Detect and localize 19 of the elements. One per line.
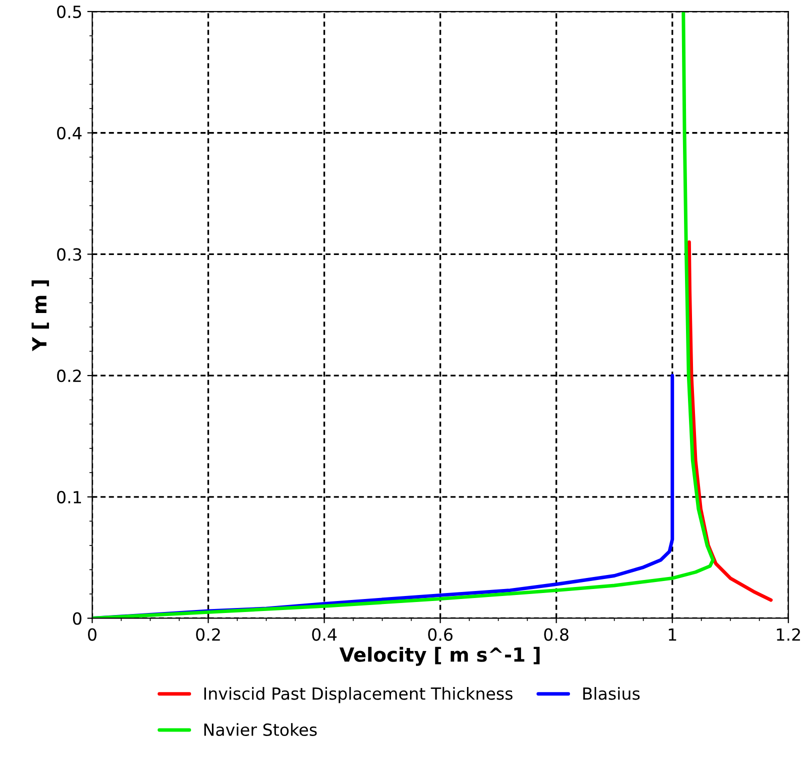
y-tick-label: 0.4 [57, 126, 82, 140]
x-tick-label: 1.2 [776, 628, 800, 641]
y-axis-title: Y [ m ] [32, 280, 49, 352]
y-tick-label: 0 [73, 612, 82, 625]
legend-label: Inviscid Past Displacement Thickness [204, 687, 512, 704]
y-tick-label: 0.3 [57, 248, 82, 261]
x-axis-title: Velocity [ m s^-1 ] [339, 646, 540, 666]
y-tick-label: 0.5 [57, 5, 82, 18]
x-tick-label: 1 [668, 628, 676, 641]
y-tick-label: 0.1 [57, 490, 81, 504]
x-tick-label: 0 [88, 628, 96, 641]
x-tick-label: 0.8 [544, 628, 568, 641]
legend-label: Navier Stokes [204, 723, 317, 736]
x-tick-label: 0.2 [196, 628, 220, 641]
y-tick-label: 0.2 [57, 370, 81, 382]
x-tick-label: 0.6 [428, 628, 452, 641]
line-series [687, 240, 773, 602]
legend-label: Blasius [583, 687, 640, 700]
x-tick-label: 0.4 [312, 628, 337, 641]
